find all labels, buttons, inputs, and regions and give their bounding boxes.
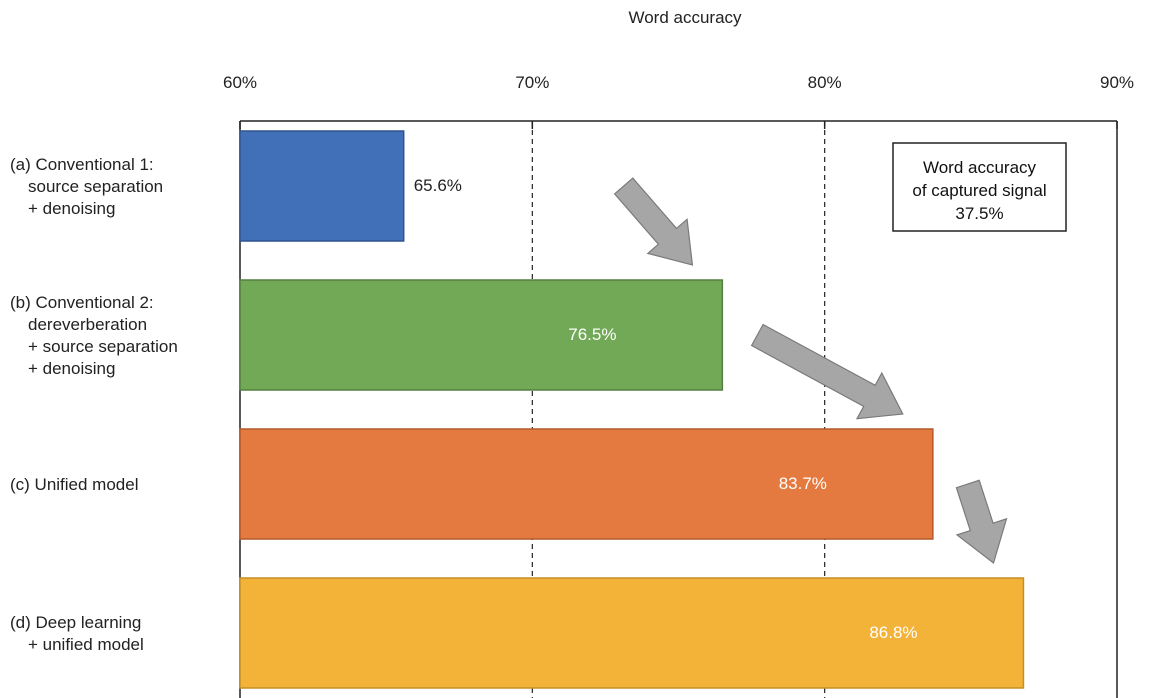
bar <box>239 428 934 540</box>
category-label: (c) Unified model <box>10 475 139 494</box>
bar-value-label: 86.8% <box>869 623 917 642</box>
x-tick-label: 60% <box>223 73 257 92</box>
trend-arrow <box>613 177 694 266</box>
category-label: (b) Conventional 2: dereverberation + sour… <box>10 293 178 378</box>
bar-value-label: 76.5% <box>568 325 616 344</box>
bar-value-label: 65.6% <box>414 176 462 195</box>
category-label: (d) Deep learning + unified model <box>10 613 144 654</box>
trend-arrow <box>955 479 1008 565</box>
bar-value-label: 83.7% <box>779 474 827 493</box>
trend-arrow <box>750 323 904 420</box>
bar <box>239 130 405 242</box>
annotation-box: Word accuracy of captured signal 37.5% <box>892 142 1067 232</box>
x-axis-title: Word accuracy <box>628 8 742 27</box>
x-tick-label: 90% <box>1100 73 1134 92</box>
bar <box>239 577 1025 689</box>
bar <box>239 279 724 391</box>
x-tick-label: 70% <box>515 73 549 92</box>
x-tick-label: 80% <box>808 73 842 92</box>
category-label: (a) Conventional 1: source separation + de… <box>10 155 163 218</box>
